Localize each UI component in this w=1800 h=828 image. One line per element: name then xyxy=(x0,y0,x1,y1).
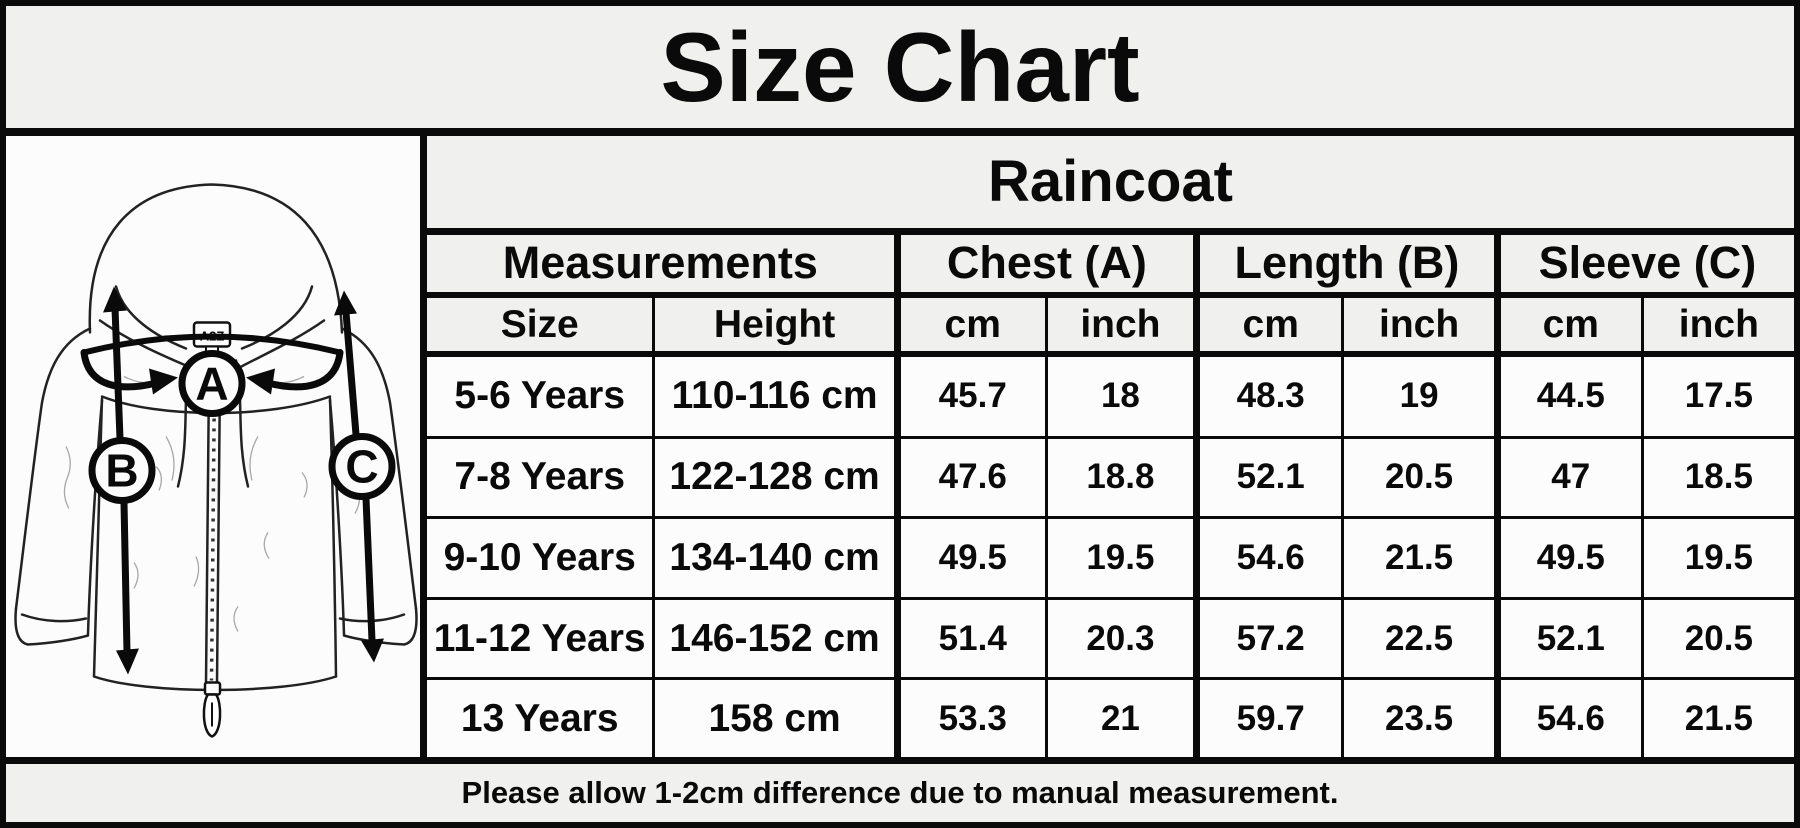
value-cell: 19.5 xyxy=(1044,516,1199,600)
value-cell: 51.4 xyxy=(893,596,1048,681)
value-cell: 54.6 xyxy=(1193,516,1345,600)
value-cell: 59.7 xyxy=(1193,677,1345,757)
value-cell: 17.5 xyxy=(1640,352,1794,439)
col-header-chest-inch: inch xyxy=(1044,293,1199,357)
length-arrow-down xyxy=(120,499,131,656)
value-cell: 54.6 xyxy=(1493,677,1644,757)
value-cell: 18.8 xyxy=(1044,435,1199,520)
value-cell: 18 xyxy=(1044,352,1199,439)
garment-diagram-panel: A2Z xyxy=(6,136,427,757)
main-area: A2Z xyxy=(6,136,1794,757)
height-cell: 158 cm xyxy=(652,677,899,757)
zipper-teeth xyxy=(209,378,217,681)
value-cell: 44.5 xyxy=(1493,352,1644,439)
sketch-texture xyxy=(63,375,361,632)
product-header-row: Raincoat xyxy=(427,136,1794,235)
table-row: 11-12 Years 146-152 cm 51.4 20.3 57.2 22.5 52.… xyxy=(427,596,1794,681)
table-row: 5-6 Years 110-116 cm 45.7 18 48.3 19 44.5 17.5 xyxy=(427,352,1794,439)
column-header-row: Size Height cm inch cm inch cm inch xyxy=(427,293,1794,357)
chest-marker-circle xyxy=(178,350,246,417)
value-cell: 49.5 xyxy=(893,516,1048,600)
height-cell: 146-152 cm xyxy=(652,596,899,681)
sleeve-marker-circle xyxy=(328,433,396,500)
value-cell: 49.5 xyxy=(1493,516,1644,600)
title-bar: Size Chart xyxy=(6,6,1794,136)
group-header-sleeve: Sleeve (C) xyxy=(1493,229,1794,298)
sleeve-arrow-up xyxy=(342,309,360,438)
group-header-measurements: Measurements xyxy=(427,229,899,298)
value-cell: 20.3 xyxy=(1044,596,1199,681)
value-cell: 21.5 xyxy=(1640,677,1794,757)
col-header-sleeve-inch: inch xyxy=(1640,293,1794,357)
raincoat-line-drawing: A2Z xyxy=(14,183,418,738)
measure-arrows xyxy=(80,305,376,656)
size-cell: 5-6 Years xyxy=(427,352,656,439)
size-cell: 13 Years xyxy=(427,677,656,757)
value-cell: 21 xyxy=(1044,677,1199,757)
size-cell: 7-8 Years xyxy=(427,435,656,520)
sleeve-arrow-down xyxy=(362,495,376,644)
value-cell: 20.5 xyxy=(1640,596,1794,681)
length-marker-circle xyxy=(88,437,156,504)
value-cell: 47 xyxy=(1493,435,1644,520)
value-cell: 23.5 xyxy=(1341,677,1499,757)
value-cell: 52.1 xyxy=(1193,435,1345,520)
col-header-length-inch: inch xyxy=(1341,293,1499,357)
value-cell: 48.3 xyxy=(1193,352,1345,439)
arrowheads xyxy=(103,286,384,675)
chest-arc-right xyxy=(262,349,344,391)
group-header-chest: Chest (A) xyxy=(893,229,1199,298)
value-cell: 19 xyxy=(1341,352,1499,439)
size-cell: 9-10 Years xyxy=(427,516,656,600)
value-cell: 22.5 xyxy=(1341,596,1499,681)
height-cell: 134-140 cm xyxy=(652,516,899,600)
table-row: 13 Years 158 cm 53.3 21 59.7 23.5 54.6 21.5 xyxy=(427,677,1794,757)
value-cell: 19.5 xyxy=(1640,516,1794,600)
group-header-row: Measurements Chest (A) Length (B) Sleeve… xyxy=(427,229,1794,298)
value-cell: 45.7 xyxy=(893,352,1048,439)
value-cell: 53.3 xyxy=(893,677,1048,757)
size-table-section: Raincoat Measurements Chest (A) Length (… xyxy=(427,136,1794,757)
col-header-length-cm: cm xyxy=(1193,293,1345,357)
col-header-sleeve-cm: cm xyxy=(1493,293,1644,357)
col-header-chest-cm: cm xyxy=(893,293,1048,357)
page-title: Size Chart xyxy=(660,12,1140,122)
chest-marker-label: A xyxy=(195,358,228,410)
value-cell: 21.5 xyxy=(1341,516,1499,600)
product-name-cell: Raincoat xyxy=(427,136,1794,235)
col-header-height: Height xyxy=(652,293,899,357)
value-cell: 52.1 xyxy=(1493,596,1644,681)
length-marker-label: B xyxy=(105,445,138,497)
chest-arc-left xyxy=(80,349,162,391)
value-cell: 57.2 xyxy=(1193,596,1345,681)
sleeve-marker-label: C xyxy=(345,441,378,493)
value-cell: 20.5 xyxy=(1341,435,1499,520)
length-arrow-up xyxy=(111,305,124,442)
height-cell: 110-116 cm xyxy=(652,352,899,439)
col-header-size: Size xyxy=(427,293,656,357)
footer-note-bar: Please allow 1-2cm difference due to man… xyxy=(6,757,1794,822)
measurement-note: Please allow 1-2cm difference due to man… xyxy=(461,775,1339,810)
height-cell: 122-128 cm xyxy=(652,435,899,520)
zipper-pull xyxy=(202,681,222,738)
size-table-body: 5-6 Years 110-116 cm 45.7 18 48.3 19 44.5 17.5 7… xyxy=(427,352,1794,757)
size-table: Raincoat Measurements Chest (A) Length (… xyxy=(427,136,1794,757)
group-header-length: Length (B) xyxy=(1193,229,1499,298)
value-cell: 47.6 xyxy=(893,435,1048,520)
table-row: 7-8 Years 122-128 cm 47.6 18.8 52.1 20.5 47 18.… xyxy=(427,435,1794,520)
table-row: 9-10 Years 134-140 cm 49.5 19.5 54.6 21.5 49.5… xyxy=(427,516,1794,600)
value-cell: 18.5 xyxy=(1640,435,1794,520)
size-cell: 11-12 Years xyxy=(427,596,656,681)
